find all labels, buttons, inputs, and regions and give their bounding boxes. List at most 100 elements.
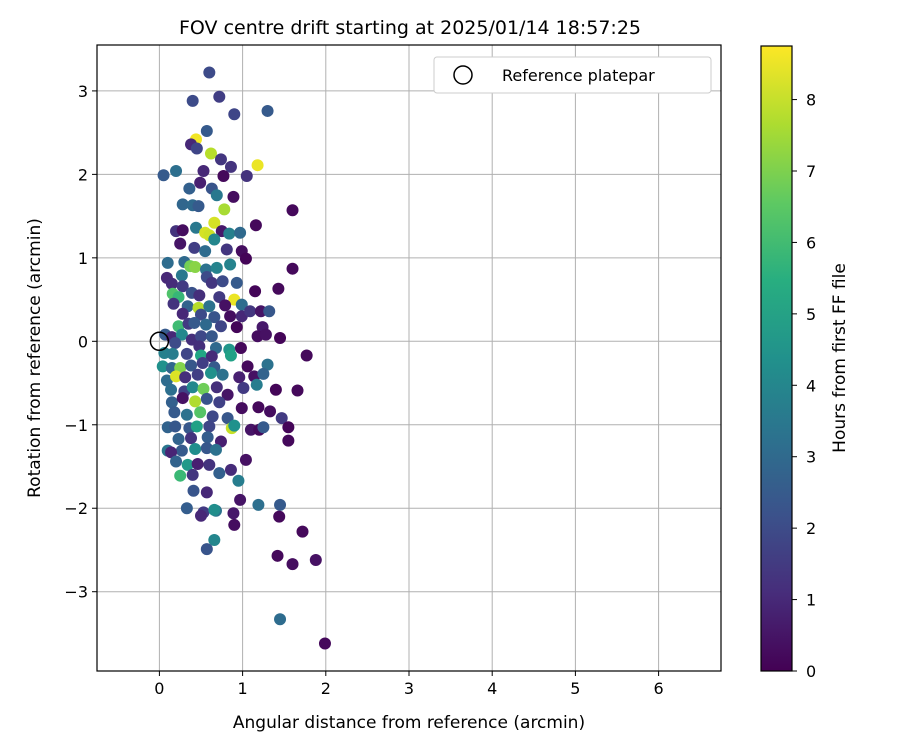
data-point xyxy=(165,383,178,396)
data-point xyxy=(189,261,202,274)
data-point xyxy=(208,503,221,516)
data-point xyxy=(170,455,183,468)
data-point xyxy=(186,381,199,394)
data-point xyxy=(167,297,180,310)
data-point xyxy=(194,406,207,419)
data-point xyxy=(156,360,169,373)
data-point xyxy=(249,285,262,298)
data-point xyxy=(197,165,210,178)
data-points xyxy=(156,66,331,650)
data-point xyxy=(252,498,265,511)
x-axis-label: Angular distance from reference (arcmin) xyxy=(233,713,585,733)
data-point xyxy=(263,305,276,318)
data-point xyxy=(286,262,299,275)
data-point xyxy=(193,289,206,302)
data-point xyxy=(174,469,187,482)
data-point xyxy=(203,420,216,433)
data-point xyxy=(197,382,210,395)
data-point xyxy=(227,190,240,203)
legend-box xyxy=(433,56,712,94)
data-point xyxy=(192,200,205,213)
data-point xyxy=(190,142,203,155)
data-point xyxy=(160,374,173,387)
data-point xyxy=(195,330,207,343)
data-point xyxy=(224,310,237,323)
y-tick-label: 3 xyxy=(78,82,88,101)
data-point xyxy=(274,613,287,626)
data-point xyxy=(210,381,223,394)
data-point xyxy=(244,423,257,436)
data-point xyxy=(296,525,309,538)
data-point xyxy=(188,316,201,329)
data-point xyxy=(196,357,209,370)
data-point xyxy=(232,474,245,487)
data-point xyxy=(228,518,241,531)
data-point xyxy=(176,307,189,320)
data-point xyxy=(224,463,237,476)
data-point xyxy=(176,280,189,293)
data-point xyxy=(282,421,295,434)
data-point xyxy=(234,341,247,354)
data-point xyxy=(241,360,254,373)
data-point xyxy=(172,432,185,445)
data-point xyxy=(224,349,237,362)
y-axis-label: Rotation from reference (arcmin) xyxy=(25,218,45,498)
data-point xyxy=(170,370,183,383)
x-tick-label: 5 xyxy=(570,679,580,698)
data-point xyxy=(213,90,226,103)
y-tick-label: −2 xyxy=(64,499,88,518)
data-point xyxy=(170,165,183,178)
data-point xyxy=(209,443,222,456)
data-point xyxy=(259,328,272,341)
data-point xyxy=(220,243,233,256)
x-tick-label: 2 xyxy=(321,679,331,698)
x-tick-label: 4 xyxy=(487,679,497,698)
data-point xyxy=(165,396,178,409)
data-point xyxy=(273,510,286,523)
data-point xyxy=(204,147,217,160)
data-point xyxy=(183,182,196,195)
data-point xyxy=(318,637,331,650)
data-point xyxy=(208,216,221,229)
data-point xyxy=(175,269,188,282)
colorbar-tick-label: 6 xyxy=(806,233,816,252)
data-point xyxy=(190,221,203,234)
data-point xyxy=(195,509,207,522)
x-axis-ticks: 0 1 2 3 4 5 6 xyxy=(154,671,664,698)
data-point xyxy=(221,388,234,401)
colorbar-tick-label: 3 xyxy=(806,448,816,467)
data-point xyxy=(239,252,252,265)
data-point xyxy=(174,237,187,250)
data-point xyxy=(217,170,230,183)
legend: Reference platepar xyxy=(433,56,712,94)
data-point xyxy=(213,467,226,480)
colorbar-tick-label: 7 xyxy=(806,162,816,181)
data-point xyxy=(208,533,221,546)
data-point xyxy=(187,484,200,497)
data-point xyxy=(275,412,288,425)
data-point xyxy=(208,311,221,324)
data-point xyxy=(216,368,229,381)
data-point xyxy=(203,458,216,471)
colorbar-tick-label: 1 xyxy=(806,591,816,610)
data-point xyxy=(206,410,219,423)
data-point xyxy=(191,458,204,471)
data-point xyxy=(237,382,250,395)
data-point xyxy=(244,305,257,318)
data-point xyxy=(250,378,263,391)
colorbar-tick-label: 0 xyxy=(806,662,816,681)
data-point xyxy=(239,453,252,466)
data-point xyxy=(254,305,267,318)
data-point xyxy=(234,493,247,506)
plot-area xyxy=(96,44,722,672)
data-point xyxy=(213,291,226,304)
data-point xyxy=(179,371,192,384)
data-point xyxy=(176,392,189,405)
data-point xyxy=(230,321,243,334)
data-point xyxy=(261,358,274,371)
data-point xyxy=(190,420,203,433)
data-point xyxy=(274,331,287,344)
x-tick-label: 0 xyxy=(154,679,164,698)
data-point xyxy=(175,328,188,341)
x-tick-label: 3 xyxy=(404,679,414,698)
